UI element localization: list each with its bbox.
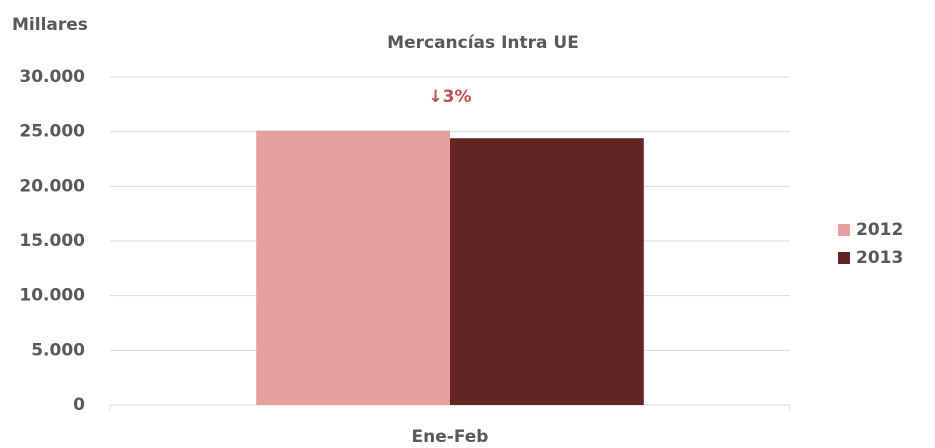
y-tick-label: 25.000 [19, 122, 85, 142]
legend-swatch [838, 224, 850, 236]
legend-label: 2013 [856, 248, 903, 268]
legend-label: 2012 [856, 220, 903, 240]
annotation: ↓3% [428, 87, 471, 107]
x-tick-label: Ene-Feb [412, 427, 489, 447]
bar [256, 130, 450, 405]
y-tick-label: 0 [73, 395, 85, 415]
y-tick-label: 20.000 [19, 176, 85, 196]
y-tick-label: 10.000 [19, 286, 85, 306]
bar [450, 138, 644, 405]
chart-title: Mercancías Intra UE [387, 33, 579, 53]
y-axis-label: Millares [12, 15, 88, 35]
y-tick-label: 30.000 [19, 67, 85, 87]
y-tick-label: 15.000 [19, 231, 85, 251]
y-tick-label: 5.000 [31, 340, 85, 360]
legend-swatch [838, 252, 850, 264]
